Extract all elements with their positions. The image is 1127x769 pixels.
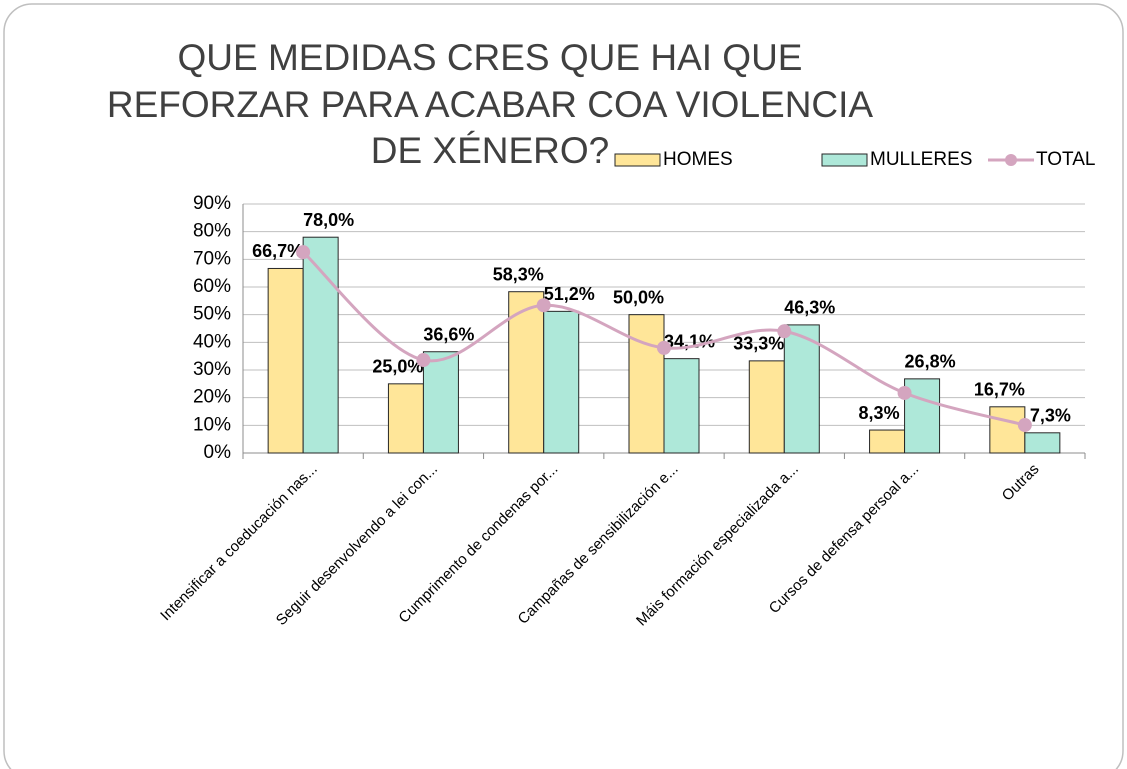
bar [783,324,820,454]
legend-label: HOMES [663,149,733,170]
bar [508,291,545,454]
bar [628,314,665,454]
data-label: 36,6% [423,324,474,344]
data-label: 78,0% [303,210,354,230]
legend-swatch [821,153,868,167]
bar [302,236,339,454]
data-label: 26,8% [905,352,956,372]
bar [663,358,700,454]
y-tick-label: 40% [193,331,231,352]
legend-label: MULLERES [870,149,972,170]
bar [989,406,1026,454]
bar [1024,432,1061,454]
line-marker [536,298,551,313]
line-marker [777,324,792,339]
y-tick-label: 20% [193,387,231,408]
data-label: 7,3% [1030,406,1071,426]
y-tick-label: 10% [193,414,231,435]
legend-label: TOTAL [1036,149,1095,170]
data-label: 8,3% [859,403,900,423]
bar [869,429,906,454]
bar [748,360,785,454]
data-label: 58,3% [493,264,544,284]
line-marker [296,245,311,260]
data-label: 16,7% [974,380,1025,400]
legend-swatch [614,153,661,167]
data-label: 46,3% [784,298,835,318]
chart-title: REFORZAR PARA ACABAR COA VIOLENCIA [107,84,874,125]
y-tick-label: 0% [204,442,232,463]
y-tick-label: 70% [193,248,231,269]
bar [422,351,459,454]
legend-swatch [1005,154,1017,166]
y-tick-label: 90% [193,193,231,214]
chart-title: QUE MEDIDAS CRES QUE HAI QUE [178,37,803,78]
data-label: 34,1% [664,331,715,351]
data-label: 25,0% [372,357,423,377]
line-marker [897,385,912,400]
y-tick-label: 50% [193,304,231,325]
data-label: 50,0% [613,287,664,307]
data-label: 66,7% [252,241,303,261]
chart-title: DE XÉNERO? [371,130,610,171]
bar [387,383,424,454]
data-label: 33,3% [733,334,784,354]
y-tick-label: 60% [193,276,231,297]
bar [543,310,580,454]
line-marker [416,353,431,368]
y-tick-label: 30% [193,359,231,380]
line-marker [1017,418,1032,433]
bar [267,267,304,454]
data-label: 51,2% [544,284,595,304]
y-tick-label: 80% [193,221,231,242]
line-marker [657,340,671,355]
